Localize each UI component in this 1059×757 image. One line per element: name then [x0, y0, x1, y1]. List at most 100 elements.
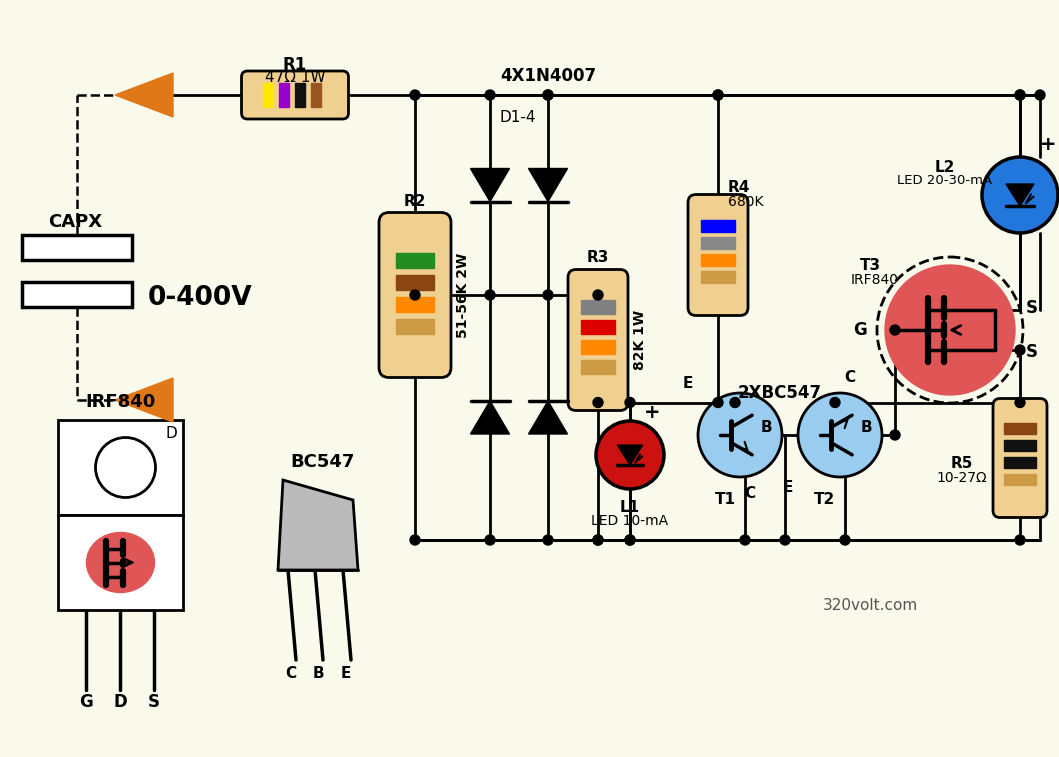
Text: CAPX: CAPX	[48, 213, 102, 231]
Bar	[701, 220, 735, 232]
Bar	[701, 271, 735, 283]
Circle shape	[593, 397, 603, 407]
Circle shape	[1015, 90, 1025, 100]
Text: E: E	[783, 479, 793, 494]
FancyBboxPatch shape	[241, 71, 348, 119]
Circle shape	[596, 421, 664, 489]
Polygon shape	[1006, 184, 1034, 206]
Text: 0-400V: 0-400V	[147, 285, 252, 311]
Circle shape	[840, 535, 850, 545]
Circle shape	[1015, 345, 1025, 355]
Circle shape	[543, 290, 553, 300]
Circle shape	[730, 397, 740, 407]
Text: 320volt.com: 320volt.com	[823, 597, 918, 612]
Bar	[701, 237, 735, 249]
Text: 680K: 680K	[728, 195, 764, 209]
Text: +: +	[644, 403, 660, 422]
Circle shape	[410, 535, 420, 545]
Polygon shape	[470, 169, 509, 201]
Text: 51-56K 2W: 51-56K 2W	[456, 252, 470, 338]
Polygon shape	[115, 73, 173, 117]
Circle shape	[95, 438, 156, 497]
Text: E: E	[341, 665, 352, 681]
Text: D1-4: D1-4	[500, 110, 536, 124]
Text: R5: R5	[951, 456, 973, 471]
Text: LED 10-mA: LED 10-mA	[591, 514, 668, 528]
Text: G: G	[79, 693, 93, 711]
Text: LED 20-30-mA: LED 20-30-mA	[897, 175, 992, 188]
Bar	[396, 253, 434, 268]
Bar	[581, 360, 615, 374]
Circle shape	[543, 90, 553, 100]
Circle shape	[780, 535, 790, 545]
Text: R2: R2	[403, 195, 427, 210]
Text: D: D	[165, 426, 177, 441]
Circle shape	[543, 535, 553, 545]
Bar	[396, 319, 434, 334]
Circle shape	[410, 90, 420, 100]
Bar	[1004, 440, 1036, 451]
Circle shape	[1015, 90, 1025, 100]
Circle shape	[625, 397, 635, 407]
Text: 82K 1W: 82K 1W	[633, 310, 647, 370]
Text: T3: T3	[860, 257, 881, 273]
FancyBboxPatch shape	[993, 398, 1047, 518]
Text: 47Ω 1W: 47Ω 1W	[265, 70, 325, 86]
Text: R4: R4	[728, 180, 751, 195]
Text: R3: R3	[587, 251, 609, 266]
Text: T2: T2	[814, 493, 836, 507]
Circle shape	[593, 535, 603, 545]
Text: B: B	[312, 665, 324, 681]
Text: S: S	[148, 693, 160, 711]
Text: L2: L2	[935, 160, 955, 175]
Circle shape	[740, 535, 750, 545]
Circle shape	[713, 90, 723, 100]
Text: B: B	[860, 419, 872, 435]
Circle shape	[890, 325, 900, 335]
Text: S: S	[1026, 343, 1038, 361]
Circle shape	[713, 90, 723, 100]
Circle shape	[698, 393, 782, 477]
Bar	[1004, 474, 1036, 485]
Bar	[701, 254, 735, 266]
Bar	[279, 83, 289, 107]
Text: BC547: BC547	[291, 453, 355, 471]
Polygon shape	[115, 378, 173, 422]
FancyBboxPatch shape	[688, 195, 748, 316]
Circle shape	[593, 535, 603, 545]
Bar	[22, 282, 132, 307]
Text: S: S	[1026, 299, 1038, 317]
Text: D: D	[113, 693, 127, 711]
Polygon shape	[528, 169, 568, 201]
Circle shape	[1015, 397, 1025, 407]
Polygon shape	[279, 480, 358, 570]
FancyBboxPatch shape	[568, 269, 628, 410]
Polygon shape	[617, 445, 643, 465]
Circle shape	[593, 290, 603, 300]
Bar	[581, 300, 615, 314]
Text: B: B	[760, 419, 772, 435]
FancyBboxPatch shape	[379, 213, 451, 378]
Text: C: C	[844, 369, 856, 385]
Circle shape	[625, 535, 635, 545]
Circle shape	[485, 535, 495, 545]
Text: +: +	[1040, 136, 1056, 154]
Text: G: G	[854, 321, 867, 339]
Bar	[58, 420, 183, 515]
Bar	[581, 320, 615, 334]
Bar	[295, 83, 305, 107]
Bar	[311, 83, 321, 107]
Text: IRF840: IRF840	[86, 393, 156, 411]
Text: L1: L1	[620, 500, 640, 515]
Bar	[396, 275, 434, 290]
Ellipse shape	[87, 532, 155, 593]
Text: 2XBC547: 2XBC547	[738, 384, 822, 402]
Text: E: E	[683, 375, 694, 391]
Text: T1: T1	[715, 493, 736, 507]
Text: C: C	[744, 485, 755, 500]
Circle shape	[890, 430, 900, 440]
Circle shape	[410, 290, 420, 300]
Circle shape	[485, 90, 495, 100]
Bar	[581, 340, 615, 354]
Circle shape	[625, 535, 635, 545]
